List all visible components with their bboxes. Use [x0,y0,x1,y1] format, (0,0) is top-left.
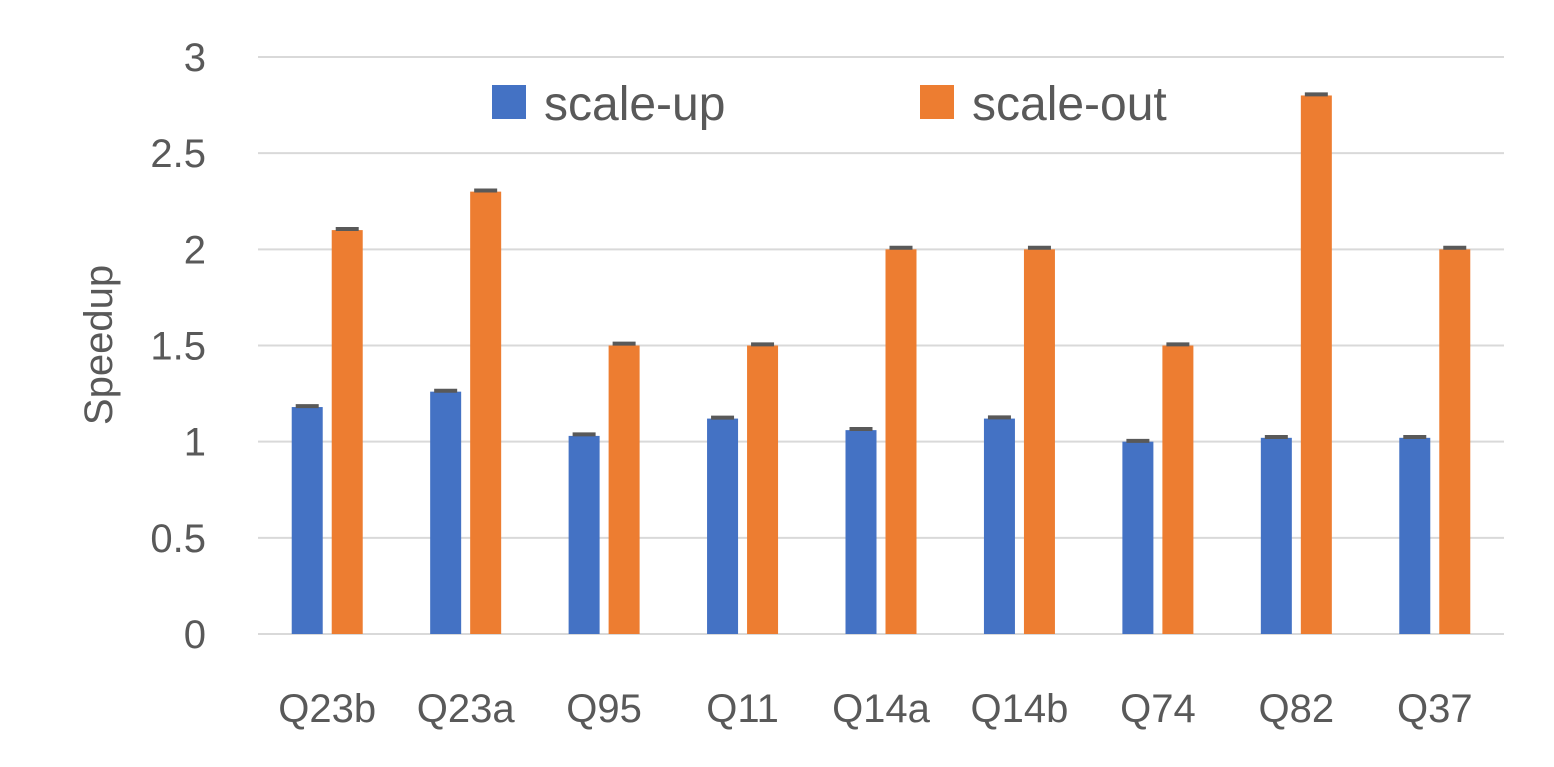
bar-scale-up-Q11 [707,418,739,634]
bar-scale-up-Q23b [291,407,323,634]
y-tick-label-6: 3 [184,36,206,80]
legend: scale-up scale-out [492,78,1167,131]
y-tick-label-1: 0.5 [150,517,206,561]
bar-scale-out-Q37 [1439,249,1471,635]
bar-scale-out-Q95 [608,345,640,634]
y-tick-label-0: 0 [184,613,206,657]
x-tick-label-Q74: Q74 [1120,687,1196,731]
bar-scale-out-Q14a [885,249,917,635]
y-tick-label-3: 1.5 [150,325,206,369]
bar-scale-out-Q23a [470,191,502,634]
bar-scale-up-Q95 [568,435,600,634]
bar-scale-out-Q23b [331,230,363,634]
bar-scale-out-Q14b [1023,249,1055,635]
bar-scale-up-Q82 [1260,437,1292,634]
y-axis-label: Speedup [77,265,121,425]
bar-scale-up-Q14b [983,418,1015,634]
x-tick-label-Q37: Q37 [1397,687,1473,731]
bar-scale-out-Q82 [1300,95,1332,634]
y-tick-label-4: 2 [184,228,206,272]
x-tick-label-Q11: Q11 [706,687,779,731]
bar-scale-out-Q74 [1162,345,1194,634]
y-tick-label-5: 2.5 [150,132,206,176]
legend-label-scale-out: scale-out [972,78,1167,131]
bar-scale-up-Q14a [845,430,877,634]
x-axis-categories: Q23b Q23a Q95 Q11 Q14a Q14b Q74 Q82 Q37 [278,687,1472,731]
error-bars [295,92,1467,443]
x-tick-label-Q82: Q82 [1259,687,1335,731]
x-tick-label-Q14a: Q14a [832,687,931,731]
gridlines [258,56,1504,635]
bars [291,95,1471,635]
legend-swatch-scale-out [920,85,954,119]
x-tick-label-Q14b: Q14b [971,687,1069,731]
x-tick-label-Q23b: Q23b [278,687,376,731]
bar-scale-up-Q74 [1122,441,1154,634]
y-axis-ticks: 0 0.5 1 1.5 2 2.5 3 [150,36,206,657]
bar-scale-up-Q23a [430,391,462,634]
y-tick-label-2: 1 [184,421,206,465]
legend-swatch-scale-up [492,85,526,119]
legend-label-scale-up: scale-up [544,78,725,131]
x-tick-label-Q23a: Q23a [417,687,516,731]
bar-scale-out-Q11 [747,345,779,634]
x-tick-label-Q95: Q95 [566,687,642,731]
bar-scale-up-Q37 [1399,437,1431,634]
